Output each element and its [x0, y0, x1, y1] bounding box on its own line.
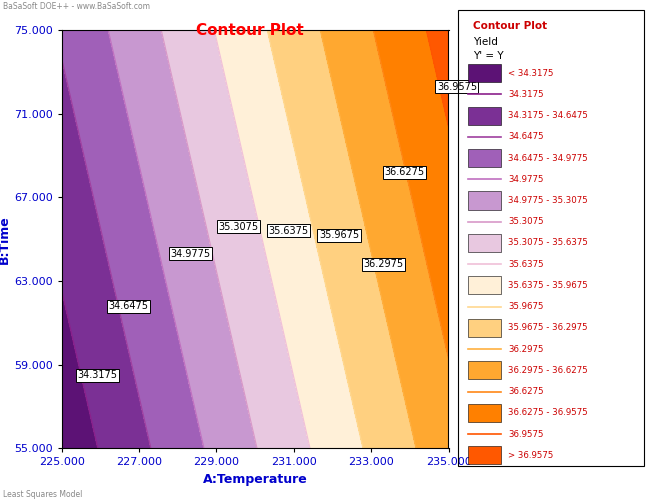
FancyBboxPatch shape	[467, 234, 501, 252]
Text: 36.9575: 36.9575	[508, 429, 544, 438]
Text: 34.3175 - 34.6475: 34.3175 - 34.6475	[508, 111, 588, 120]
Text: 36.2975 - 36.6275: 36.2975 - 36.6275	[508, 366, 588, 375]
FancyBboxPatch shape	[467, 319, 501, 337]
Text: Y' = Y: Y' = Y	[473, 51, 504, 61]
Text: 34.9775: 34.9775	[170, 249, 210, 259]
Text: 34.3175: 34.3175	[77, 370, 117, 380]
Text: 35.3075: 35.3075	[508, 217, 544, 226]
Text: 34.6475: 34.6475	[508, 132, 544, 141]
FancyBboxPatch shape	[467, 404, 501, 422]
Text: Contour Plot: Contour Plot	[196, 23, 304, 38]
FancyBboxPatch shape	[467, 64, 501, 82]
Text: 34.9775: 34.9775	[508, 175, 544, 184]
Text: 36.6275: 36.6275	[385, 167, 425, 177]
Text: Yield: Yield	[473, 38, 498, 48]
X-axis label: A:Temperature: A:Temperature	[203, 473, 307, 486]
FancyBboxPatch shape	[467, 361, 501, 379]
Text: 36.9575: 36.9575	[437, 82, 477, 92]
Text: BaSaSoft DOE++ - www.BaSaSoft.com: BaSaSoft DOE++ - www.BaSaSoft.com	[3, 2, 150, 11]
Text: 35.9675: 35.9675	[319, 230, 359, 240]
Text: 36.2975: 36.2975	[363, 260, 404, 270]
FancyBboxPatch shape	[467, 277, 501, 295]
Text: 36.2975: 36.2975	[508, 345, 544, 354]
Text: < 34.3175: < 34.3175	[508, 69, 554, 78]
Text: > 36.9575: > 36.9575	[508, 451, 554, 460]
Text: 34.9775 - 35.3075: 34.9775 - 35.3075	[508, 196, 588, 205]
Text: 36.6275: 36.6275	[508, 387, 544, 396]
Y-axis label: B:Time: B:Time	[0, 215, 11, 264]
Text: Least Squares Model: Least Squares Model	[3, 490, 83, 499]
Text: 36.6275 - 36.9575: 36.6275 - 36.9575	[508, 408, 588, 417]
FancyBboxPatch shape	[467, 107, 501, 125]
Text: 34.3175: 34.3175	[508, 90, 544, 99]
FancyBboxPatch shape	[467, 191, 501, 209]
Text: 35.9675 - 36.2975: 35.9675 - 36.2975	[508, 324, 588, 332]
Text: 35.9675: 35.9675	[508, 302, 544, 311]
Text: 34.6475 - 34.9775: 34.6475 - 34.9775	[508, 153, 588, 162]
Text: 35.3075: 35.3075	[218, 221, 259, 231]
FancyBboxPatch shape	[467, 149, 501, 167]
Text: 35.6375: 35.6375	[268, 226, 309, 236]
Text: 35.3075 - 35.6375: 35.3075 - 35.6375	[508, 238, 588, 247]
Text: Contour Plot: Contour Plot	[473, 22, 547, 32]
Text: 35.6375: 35.6375	[508, 260, 544, 269]
Text: 34.6475: 34.6475	[108, 301, 148, 311]
Text: 35.6375 - 35.9675: 35.6375 - 35.9675	[508, 281, 588, 290]
FancyBboxPatch shape	[467, 446, 501, 464]
